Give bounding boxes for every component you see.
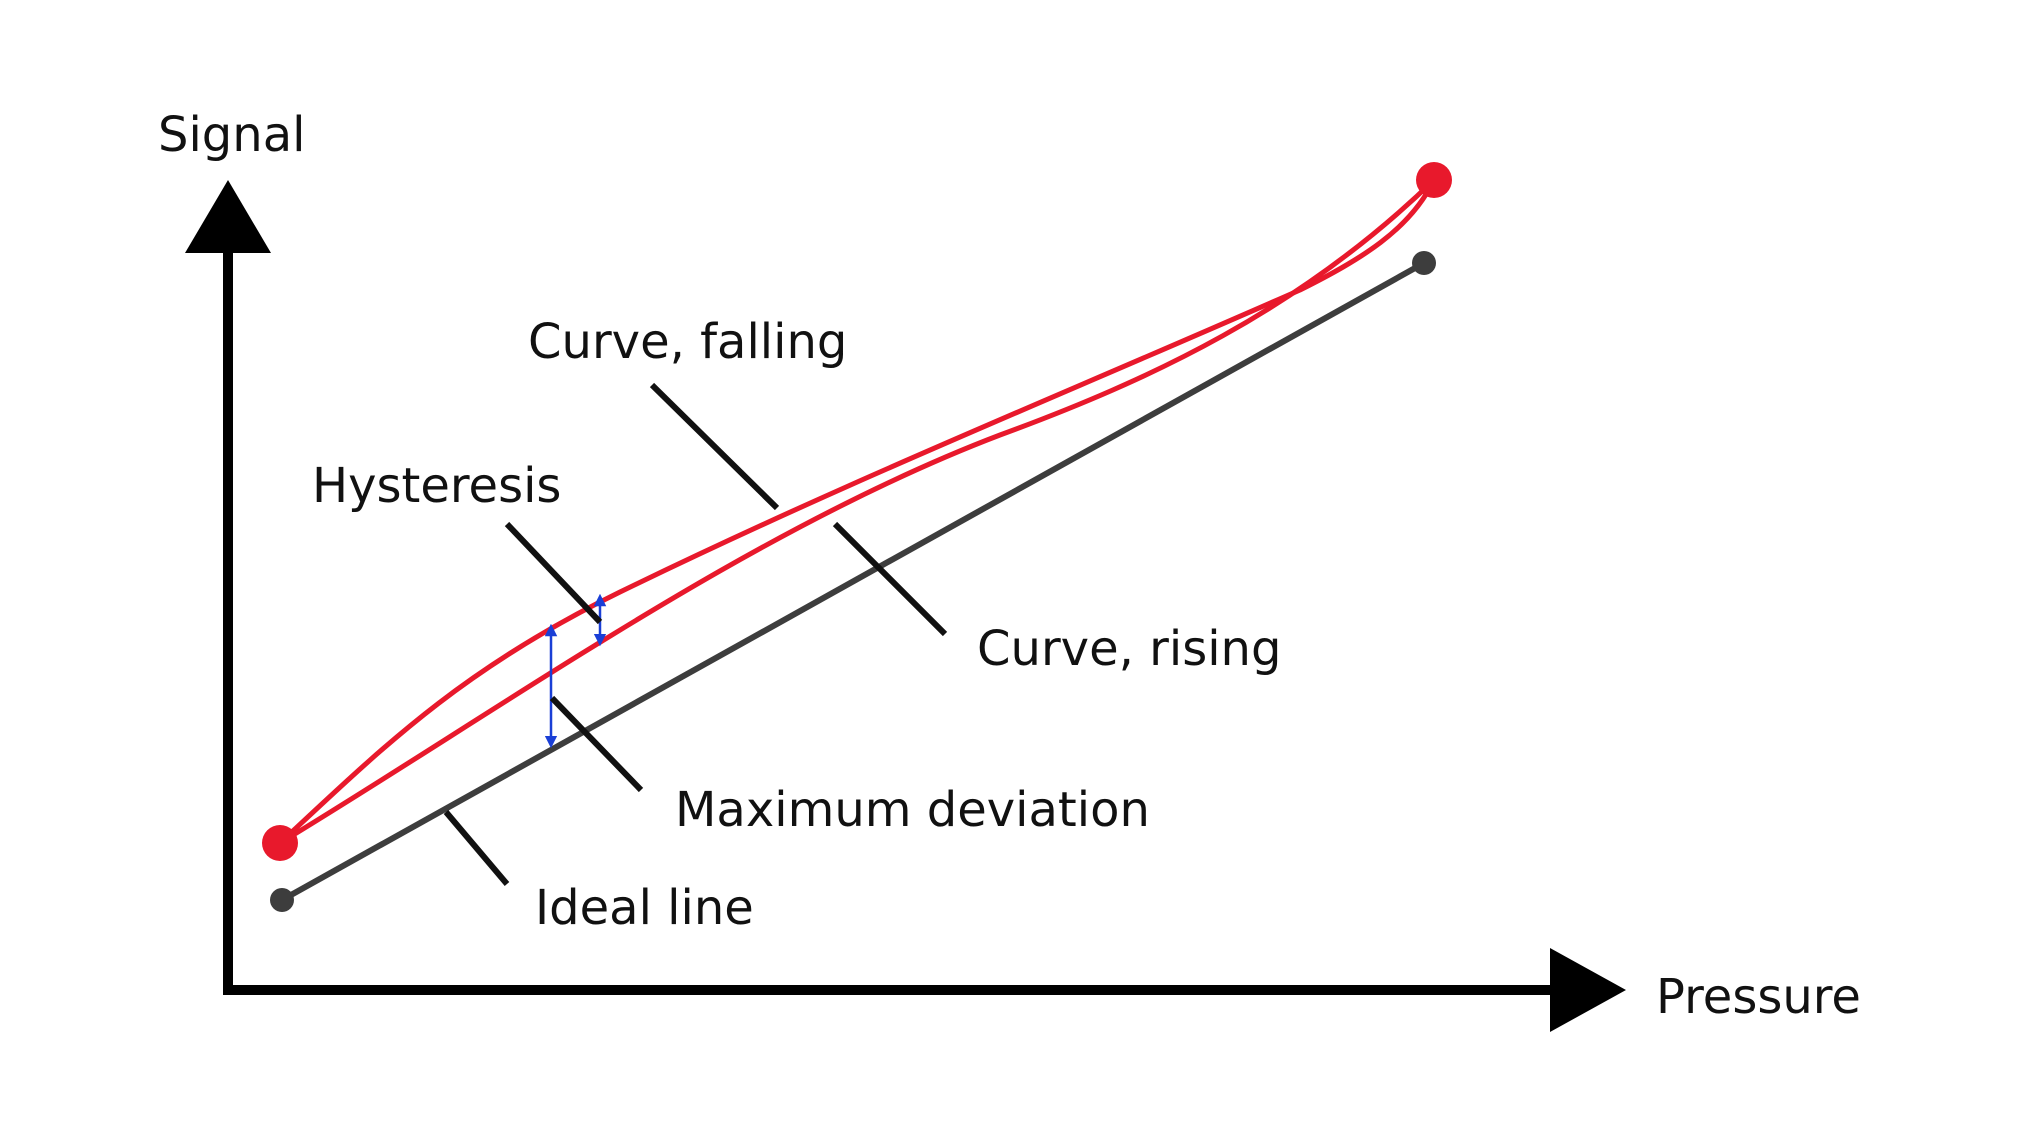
y-axis-label: Signal — [158, 107, 305, 163]
x-axis-arrowhead — [1550, 948, 1626, 1032]
hysteresis-curves — [262, 162, 1452, 861]
ideal-line-group — [270, 251, 1436, 912]
curve-falling-leader — [649, 382, 780, 511]
ideal-line-end-point — [1412, 251, 1436, 275]
hysteresis-label: Hysteresis — [312, 458, 561, 514]
ideal-line-leader — [443, 810, 510, 886]
axes — [185, 180, 1626, 1032]
maximum-deviation-label: Maximum deviation — [675, 782, 1150, 838]
curve-start-point — [262, 825, 298, 861]
curve-end-point — [1416, 162, 1452, 198]
maximum-deviation-leader — [549, 695, 644, 793]
hysteresis-leader — [504, 521, 603, 625]
y-axis-arrowhead — [185, 180, 271, 253]
ideal-line — [280, 260, 1426, 903]
leader-lines — [443, 382, 948, 886]
ideal-line-start-point — [270, 888, 294, 912]
labels: Signal Pressure Curve, falling Hysteresi… — [158, 107, 1861, 1025]
x-axis-label: Pressure — [1656, 969, 1861, 1025]
curve-rising-label: Curve, rising — [977, 621, 1281, 677]
curve-falling-label: Curve, falling — [528, 314, 847, 370]
curve-falling — [278, 178, 1437, 845]
curve-rising — [278, 178, 1436, 846]
ideal-line-label: Ideal line — [535, 880, 754, 936]
curve-rising-leader — [832, 521, 948, 637]
